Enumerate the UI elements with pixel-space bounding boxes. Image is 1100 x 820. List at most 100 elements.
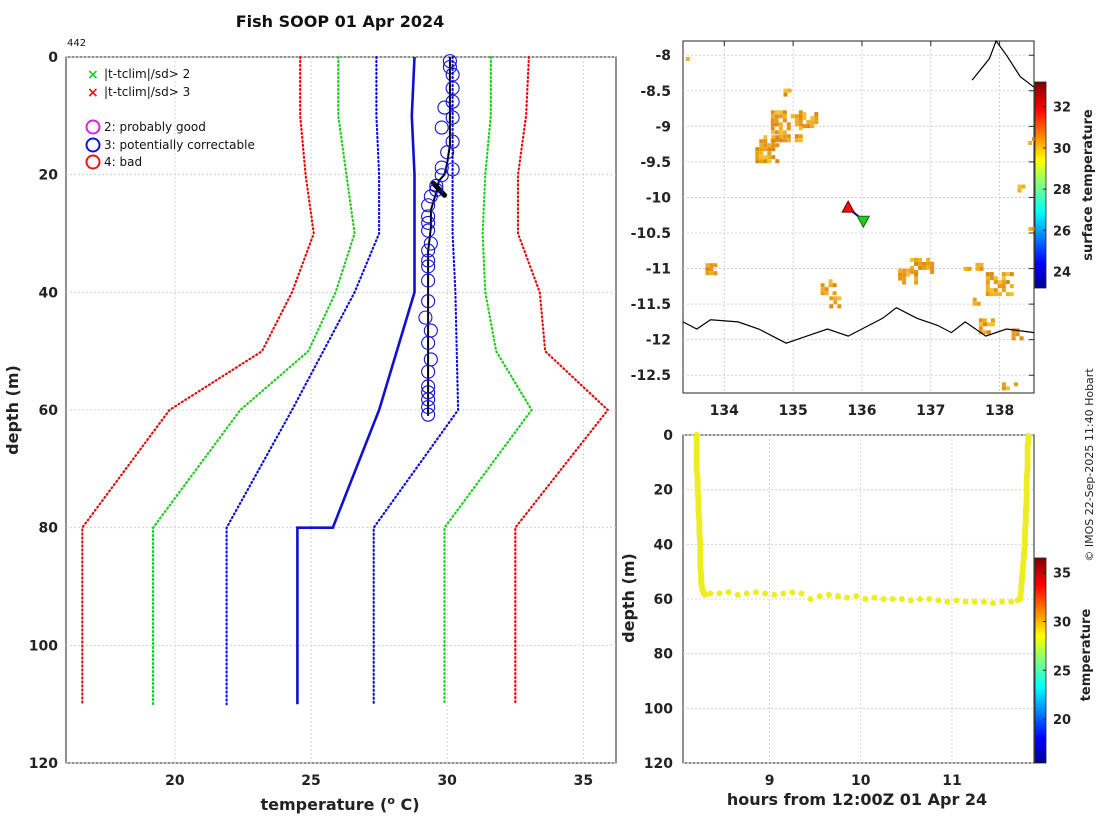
flag3-point (421, 209, 436, 224)
section-colorbar-tick-label: 35 (1053, 567, 1071, 582)
sst-cell (1032, 227, 1037, 231)
map-colorbar-tick-label: 26 (1053, 224, 1071, 239)
sst-cell (967, 266, 972, 271)
section-panel: 9 10 11 0 20 40 60 80 100 120 20 25 30 35 hours from… (619, 428, 1094, 809)
map-colorbar (1034, 81, 1047, 289)
section-x-tick-label: 10 (851, 773, 871, 789)
sst-cell (989, 292, 994, 297)
section-cast-point (1025, 432, 1032, 439)
sst-cell (1017, 188, 1022, 193)
map-colorbar-tick-label: 24 (1053, 266, 1071, 281)
sst-cell (922, 265, 927, 270)
flag3-point (440, 145, 455, 160)
x-tick-label: 35 (574, 773, 593, 789)
sst-cell (770, 118, 775, 123)
sst-cell (989, 288, 994, 293)
sst-cell (782, 114, 787, 119)
legend-flag3-icon (85, 137, 101, 153)
profile-axes-frame (65, 56, 617, 764)
legend-flag3: 3: potentially correctable (104, 138, 255, 152)
section-colorbar-tick-label: 20 (1053, 713, 1071, 728)
section-bottom-point (825, 591, 832, 598)
sst-cell (778, 134, 783, 139)
sst-cell (770, 114, 775, 119)
sst-cell (782, 138, 787, 143)
sst-cell (978, 322, 983, 327)
map-y-tick-label: -12.5 (631, 368, 671, 384)
flag3-point (421, 198, 436, 213)
map-colorbar-tick-label: 28 (1053, 183, 1071, 198)
legend-flag4-icon (85, 154, 101, 170)
section-bottom-point (816, 593, 823, 600)
sst-cell (1019, 336, 1024, 341)
sst-cell (806, 120, 811, 125)
section-y-tick-label: 20 (654, 483, 674, 499)
sst-cell (978, 318, 983, 323)
sst-cell (979, 262, 984, 267)
flag3-point (421, 400, 436, 415)
sst-cell (767, 143, 772, 148)
sst-cell (1001, 280, 1006, 285)
sst-cell (985, 288, 990, 293)
section-bottom-point (917, 596, 923, 602)
section-bottom-point (980, 598, 987, 605)
map-y-tick-label: -10 (646, 190, 672, 206)
sst-cell (794, 114, 799, 119)
sst-cell (759, 151, 764, 156)
sst-cell (1011, 336, 1016, 341)
sst-cell (906, 272, 911, 277)
section-colorbar-tick-label: 30 (1053, 615, 1071, 630)
y-tick-label: 100 (29, 638, 58, 654)
sst-cell (814, 112, 819, 117)
coastline-north (971, 39, 1035, 88)
sst-cell (1005, 272, 1010, 277)
sst-cell (833, 296, 838, 301)
sst-cell (759, 155, 764, 160)
section-bottom-point (734, 591, 741, 598)
sst-cell (778, 110, 783, 115)
sst-cell (978, 326, 983, 331)
sst-cell (810, 120, 815, 125)
section-bottom-point (862, 596, 869, 602)
profile-panel: 20 25 30 35 0 20 40 60 80 100 120 Fish SOOP 01 Apr… (3, 12, 617, 814)
section-bottom-point (771, 591, 778, 598)
sst-cell (786, 126, 791, 131)
sst-cell (989, 276, 994, 281)
section-bottom-point (853, 593, 860, 600)
sst-cell (767, 147, 772, 152)
sst-cell (1032, 137, 1037, 141)
sst-cell (898, 276, 903, 281)
series-clim_mean (296, 56, 416, 705)
legend-flag4: 4: bad (104, 155, 142, 169)
flag3-point (442, 54, 457, 69)
sst-cell (990, 318, 995, 323)
sst-cell (1005, 292, 1010, 297)
sst-cell (755, 151, 760, 156)
section-bottom-point (907, 597, 914, 604)
sst-cell (963, 266, 968, 271)
map-colorbar-tick-label: 32 (1053, 101, 1071, 116)
sst-cell (774, 122, 779, 127)
sst-cell (986, 330, 991, 335)
sst-cell (922, 261, 927, 266)
sst-cell (806, 124, 811, 129)
sst-cell (709, 271, 714, 276)
sst-cell (1011, 332, 1016, 337)
section-bottom-point (944, 598, 951, 605)
flag3-point (434, 160, 449, 175)
sst-cell (993, 288, 998, 293)
sst-cell (814, 120, 819, 125)
sst-cell (775, 159, 780, 164)
sst-cell (709, 267, 714, 272)
map-x-tick-label: 134 (710, 403, 739, 419)
sst-cell (798, 110, 803, 115)
section-bottom-point (807, 596, 814, 602)
section-cast-point (702, 591, 709, 598)
sst-cell (902, 268, 907, 273)
flag3-point (423, 189, 438, 204)
sst-cell (790, 114, 795, 119)
map-x-tick-label: 136 (847, 403, 876, 419)
sst-cell (982, 322, 987, 327)
sst-cell (824, 291, 829, 296)
section-bottom-point (898, 596, 905, 602)
